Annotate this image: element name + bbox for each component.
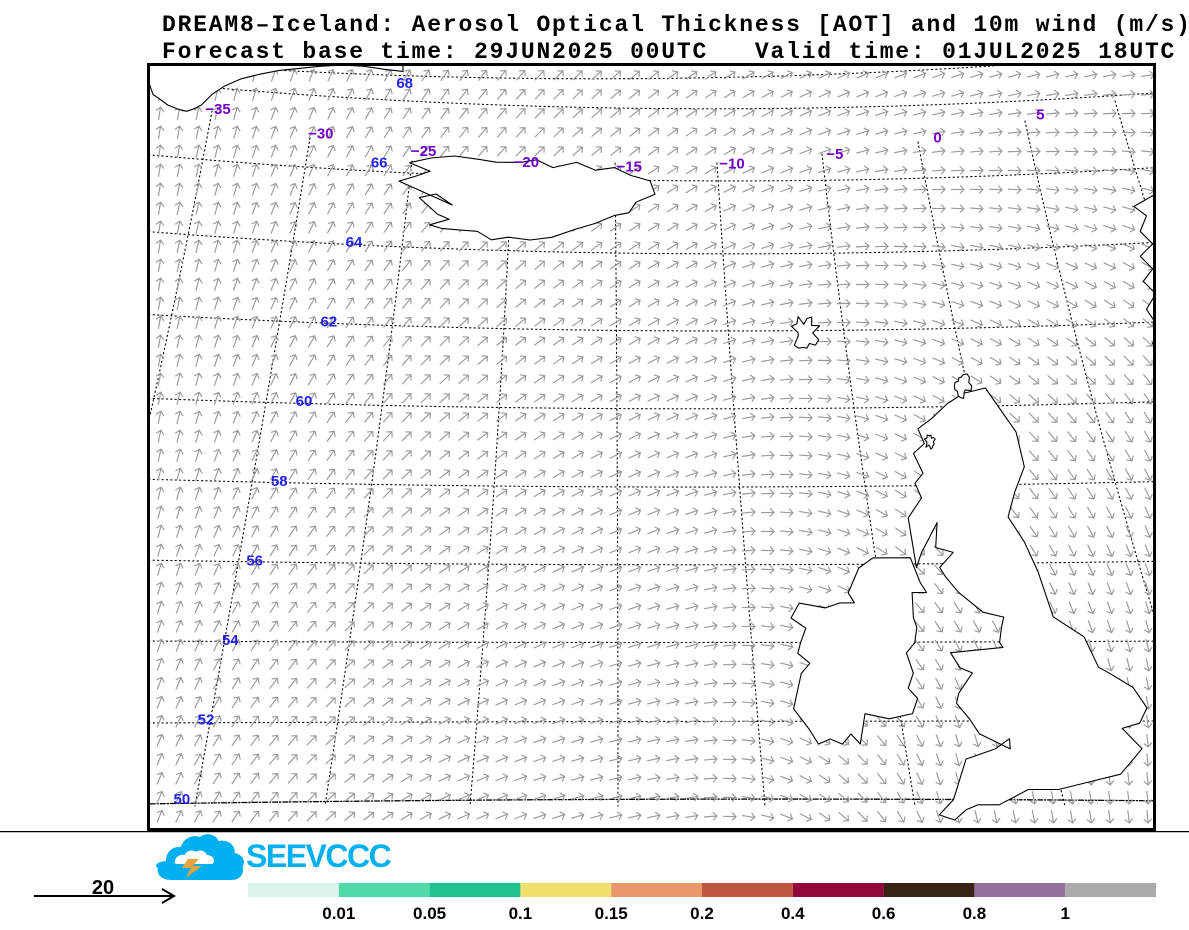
svg-text:5: 5 xyxy=(1036,107,1044,124)
svg-text:0.05: 0.05 xyxy=(413,904,446,923)
svg-text:68: 68 xyxy=(396,75,413,92)
svg-text:58: 58 xyxy=(271,473,288,490)
svg-text:56: 56 xyxy=(246,552,263,569)
svg-text:0.4: 0.4 xyxy=(781,904,805,923)
svg-text:64: 64 xyxy=(346,234,363,251)
svg-text:54: 54 xyxy=(222,632,239,649)
svg-text:−10: −10 xyxy=(719,156,744,173)
svg-text:−15: −15 xyxy=(616,158,641,175)
svg-text:20: 20 xyxy=(92,877,114,899)
svg-text:−25: −25 xyxy=(411,143,436,160)
svg-text:66: 66 xyxy=(371,154,388,171)
svg-text:62: 62 xyxy=(321,314,338,331)
svg-text:SEEVCCC: SEEVCCC xyxy=(246,838,392,874)
svg-text:1: 1 xyxy=(1060,904,1069,923)
svg-text:0: 0 xyxy=(933,130,941,147)
svg-text:−20: −20 xyxy=(514,154,539,171)
svg-text:0.15: 0.15 xyxy=(595,904,628,923)
svg-text:60: 60 xyxy=(296,393,313,410)
svg-text:−35: −35 xyxy=(205,101,230,118)
svg-text:0.2: 0.2 xyxy=(690,904,714,923)
svg-text:0.01: 0.01 xyxy=(322,904,355,923)
svg-text:0.8: 0.8 xyxy=(963,904,987,923)
svg-text:−5: −5 xyxy=(826,146,843,163)
svg-text:50: 50 xyxy=(174,791,191,808)
svg-text:−30: −30 xyxy=(308,125,333,142)
svg-text:0.6: 0.6 xyxy=(872,904,896,923)
svg-text:52: 52 xyxy=(198,712,215,729)
svg-text:0.1: 0.1 xyxy=(509,904,533,923)
